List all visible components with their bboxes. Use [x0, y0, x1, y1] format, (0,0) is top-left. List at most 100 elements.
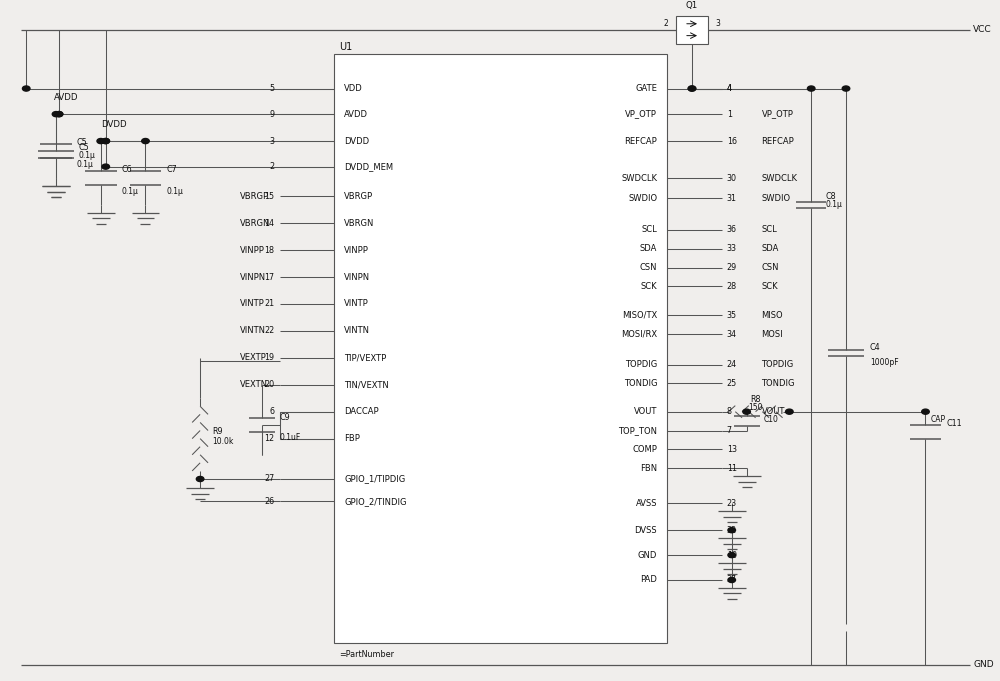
Text: 1000pF: 1000pF — [870, 358, 898, 368]
Text: 3: 3 — [270, 137, 275, 146]
Text: =PartNumber: =PartNumber — [339, 650, 394, 659]
Text: TOPDIG: TOPDIG — [625, 360, 657, 369]
Text: 19: 19 — [265, 353, 275, 362]
Text: 26: 26 — [265, 496, 275, 506]
Text: MOSI: MOSI — [762, 330, 783, 338]
Text: PAD: PAD — [640, 575, 657, 584]
Circle shape — [52, 112, 60, 116]
Text: VOUT: VOUT — [634, 407, 657, 416]
Text: VINPP: VINPP — [344, 246, 369, 255]
Text: VINTN: VINTN — [240, 326, 266, 336]
Text: SCK: SCK — [641, 282, 657, 291]
Text: DVDD_MEM: DVDD_MEM — [344, 162, 393, 171]
Text: 30: 30 — [727, 174, 737, 183]
Text: 20: 20 — [265, 380, 275, 390]
Text: VBRGN: VBRGN — [240, 219, 270, 227]
Circle shape — [102, 138, 109, 144]
Text: 3: 3 — [716, 19, 721, 28]
Text: 24: 24 — [727, 360, 737, 369]
Text: 18: 18 — [265, 246, 275, 255]
Text: 31: 31 — [727, 194, 737, 203]
Text: SWDCLK: SWDCLK — [762, 174, 798, 183]
Text: DVSS: DVSS — [635, 526, 657, 535]
Text: TONDIG: TONDIG — [624, 379, 657, 388]
Text: DVDD: DVDD — [101, 120, 126, 129]
Text: TIP/VEXTP: TIP/VEXTP — [344, 353, 386, 362]
Circle shape — [97, 138, 105, 144]
Text: 32: 32 — [727, 526, 737, 535]
Text: DACCAP: DACCAP — [344, 407, 379, 416]
Text: C4: C4 — [870, 343, 880, 352]
Text: 13: 13 — [727, 445, 737, 454]
Text: R9: R9 — [212, 428, 223, 437]
Text: R8: R8 — [750, 395, 761, 404]
Text: 36: 36 — [727, 225, 737, 234]
Text: CAP: CAP — [930, 415, 946, 424]
Circle shape — [743, 409, 750, 414]
Text: 8: 8 — [727, 407, 732, 416]
Text: 0.1μ: 0.1μ — [122, 187, 138, 196]
Text: SDA: SDA — [762, 244, 779, 253]
Text: TONDIG: TONDIG — [762, 379, 795, 388]
Bar — [676, 16, 708, 44]
Text: 21: 21 — [265, 300, 275, 308]
Circle shape — [55, 112, 63, 116]
Text: SWDCLK: SWDCLK — [621, 174, 657, 183]
Text: FBP: FBP — [344, 434, 360, 443]
Text: 10: 10 — [727, 550, 737, 560]
Text: GND: GND — [638, 550, 657, 560]
Text: 6: 6 — [270, 407, 275, 416]
Text: AVDD: AVDD — [54, 93, 79, 101]
Text: 11: 11 — [727, 464, 737, 473]
Text: SCL: SCL — [641, 225, 657, 234]
Text: 9: 9 — [270, 110, 275, 118]
Circle shape — [728, 552, 735, 558]
Text: 37: 37 — [727, 575, 737, 584]
Text: 12: 12 — [265, 434, 275, 443]
Text: C5: C5 — [77, 138, 88, 147]
Text: CSN: CSN — [640, 263, 657, 272]
Text: 5: 5 — [270, 84, 275, 93]
Text: C6: C6 — [122, 165, 132, 174]
Text: VINTN: VINTN — [344, 326, 370, 336]
Text: SWDIO: SWDIO — [762, 194, 791, 203]
Text: C9: C9 — [280, 413, 290, 422]
Text: C8: C8 — [825, 192, 836, 201]
Text: C7: C7 — [166, 165, 177, 174]
Circle shape — [786, 409, 793, 414]
Text: REFCAP: REFCAP — [624, 137, 657, 146]
Text: DVDD: DVDD — [344, 137, 369, 146]
Text: VBRGP: VBRGP — [240, 192, 269, 201]
Text: VINPN: VINPN — [240, 272, 266, 281]
Circle shape — [688, 86, 696, 91]
Text: 0.1μ: 0.1μ — [825, 200, 842, 209]
Text: SWDIO: SWDIO — [628, 194, 657, 203]
Text: 28: 28 — [727, 282, 737, 291]
Text: VINPN: VINPN — [344, 272, 370, 281]
Text: 2: 2 — [270, 162, 275, 171]
Text: GPIO_2/TINDIG: GPIO_2/TINDIG — [344, 496, 407, 506]
Text: Q1: Q1 — [686, 1, 698, 10]
Circle shape — [102, 164, 109, 169]
Text: FBN: FBN — [640, 464, 657, 473]
Text: TOP_TON: TOP_TON — [618, 426, 657, 435]
Circle shape — [922, 409, 929, 414]
Text: MISO/TX: MISO/TX — [622, 311, 657, 320]
Text: VCC: VCC — [973, 25, 992, 35]
Circle shape — [842, 86, 850, 91]
Text: COMP: COMP — [632, 445, 657, 454]
Circle shape — [728, 528, 735, 533]
Text: 0.1μ: 0.1μ — [79, 151, 96, 159]
Text: 4: 4 — [727, 84, 732, 93]
Text: 0.1μ: 0.1μ — [77, 160, 94, 169]
Text: 23: 23 — [727, 498, 737, 508]
Circle shape — [728, 577, 735, 582]
Text: 10.0k: 10.0k — [212, 437, 233, 446]
Text: VINPP: VINPP — [240, 246, 265, 255]
Text: VP_OTP: VP_OTP — [762, 110, 793, 118]
Text: 4: 4 — [727, 84, 732, 93]
Circle shape — [196, 477, 204, 481]
Text: C11: C11 — [946, 419, 962, 428]
Text: SCK: SCK — [762, 282, 778, 291]
Text: 14: 14 — [265, 219, 275, 227]
